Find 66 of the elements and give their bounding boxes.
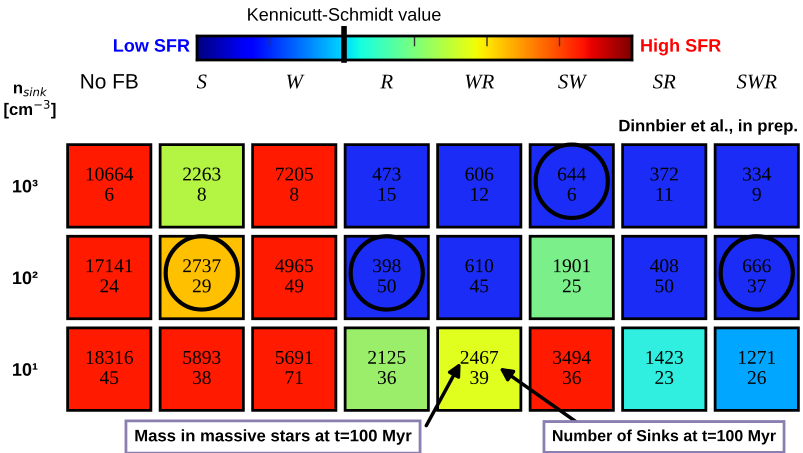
annotation: 50 — [656, 279, 674, 292]
x-tick-label: WR — [466, 74, 494, 89]
text: Mass in massive stars at t=100 Myr — [135, 429, 412, 445]
data-label: 10664 — [86, 167, 134, 181]
data-label: 1423 — [646, 350, 683, 364]
data-label: 610 — [466, 259, 494, 272]
data-label: 408 — [650, 259, 678, 272]
data-label: 2737 — [183, 259, 221, 272]
annotation: 11 — [656, 188, 672, 201]
annotation: 71 — [286, 371, 303, 384]
annotation: 8 — [290, 188, 298, 201]
data-label: 18316 — [86, 350, 133, 364]
data-label: 398 — [373, 259, 401, 272]
x-tick-label: W — [286, 74, 305, 89]
x-tick-label: SW — [558, 74, 588, 89]
data-label: 1271 — [739, 350, 776, 364]
data-label: 3494 — [553, 350, 591, 364]
text: Dinnbier et al., in prep. — [619, 119, 797, 135]
data-label: 5893 — [183, 350, 220, 364]
data-label: 2467 — [460, 350, 498, 364]
annotation: 29 — [192, 279, 211, 292]
y-tick-label: 10¹ — [13, 363, 38, 376]
annotation: 37 — [748, 279, 766, 292]
text: High SFR — [641, 38, 721, 56]
data-label: 7205 — [276, 167, 313, 181]
data-label: 372 — [650, 168, 678, 181]
y-axis-title: n$_{sink}$ [cm$^{−3}$] — [4, 84, 56, 118]
data-label: 666 — [743, 259, 771, 272]
data-label: 17141 — [86, 259, 132, 272]
data-label: 4965 — [275, 259, 313, 272]
annotation: 45 — [470, 279, 488, 292]
y-tick-label: 10² — [13, 271, 38, 284]
annotation: 49 — [284, 279, 304, 292]
annotation: 15 — [378, 188, 396, 201]
annotation: 6 — [105, 188, 114, 201]
annotation: 6 — [568, 188, 576, 201]
text: Kennicutt-Schmidt value — [248, 8, 441, 21]
data-label: 334 — [743, 168, 772, 181]
annotation: 36 — [562, 371, 581, 384]
x-tick-label: No FB — [81, 74, 138, 89]
annotation: 23 — [655, 371, 674, 384]
x-tick-label: SWR — [736, 74, 777, 89]
data-label: 5691 — [276, 350, 313, 364]
annotation: 26 — [748, 371, 766, 384]
annotation: 25 — [562, 279, 581, 292]
data-label: 606 — [466, 167, 494, 181]
data-label: 2125 — [368, 350, 406, 364]
y-tick-label: 10³ — [13, 180, 38, 193]
annotation: 36 — [378, 371, 396, 384]
data-label: 473 — [372, 168, 401, 181]
data-label: 2263 — [183, 168, 220, 181]
annotation: 8 — [198, 188, 206, 201]
text: Low SFR — [114, 39, 190, 52]
annotation: 12 — [471, 188, 488, 201]
data-label: 1901 — [554, 259, 590, 272]
x-tick-label: S — [196, 74, 207, 89]
annotation: 24 — [100, 279, 119, 292]
annotation: 50 — [378, 279, 396, 292]
annotation: 9 — [752, 188, 761, 201]
x-tick-label: R — [380, 74, 393, 88]
x-tick-label: SR — [652, 74, 676, 89]
annotation: 45 — [100, 371, 118, 384]
data-label: 644 — [558, 168, 586, 181]
annotation: 39 — [470, 371, 488, 384]
annotation: 38 — [192, 370, 211, 384]
text: Number of Sinks at t=100 Myr — [553, 430, 776, 444]
